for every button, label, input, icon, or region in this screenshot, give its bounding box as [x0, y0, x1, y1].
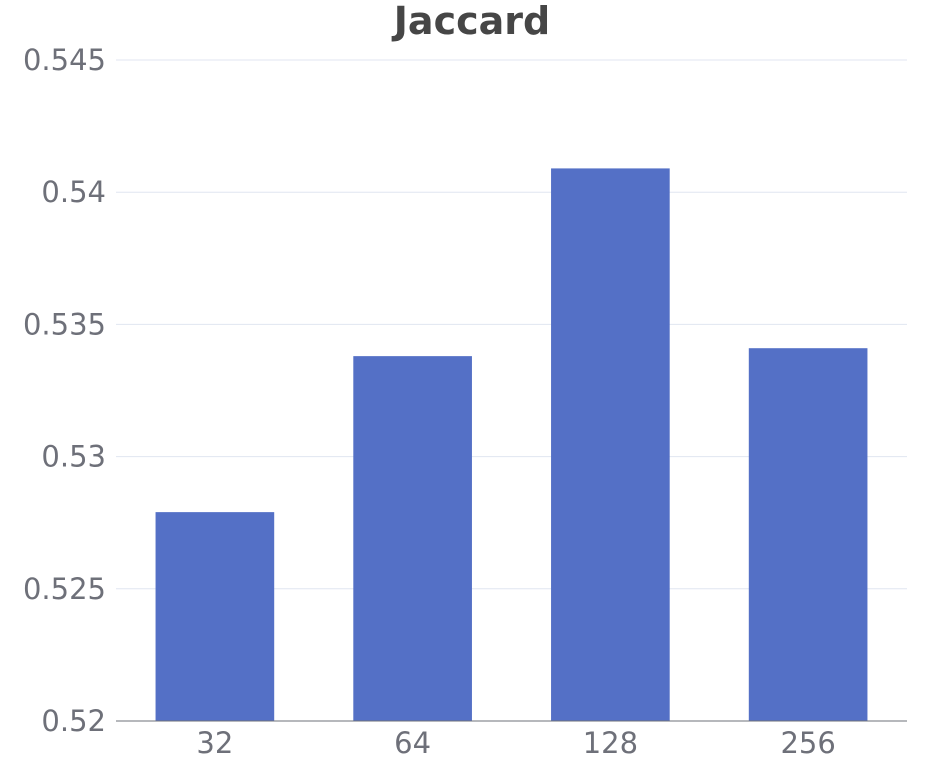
x-tick-label: 64	[394, 726, 431, 760]
bar-32[interactable]	[155, 512, 275, 721]
x-tick-label: 128	[583, 726, 638, 760]
y-tick-label: 0.54	[41, 175, 106, 209]
y-tick-label: 0.52	[41, 704, 106, 738]
bar-256[interactable]	[748, 348, 868, 721]
y-tick-label: 0.545	[23, 43, 106, 77]
y-tick-label: 0.525	[23, 572, 106, 606]
chart-title: Jaccard	[391, 0, 550, 43]
x-tick-label: 256	[780, 726, 835, 760]
bars	[155, 168, 868, 722]
y-tick-label: 0.535	[23, 307, 106, 341]
x-axis-ticks: 32 64 128 256	[196, 726, 835, 760]
bar-64[interactable]	[353, 356, 472, 721]
bar-128[interactable]	[551, 168, 670, 722]
y-tick-label: 0.53	[41, 440, 106, 474]
x-tick-label: 32	[196, 726, 233, 760]
y-axis-ticks: 0.52 0.525 0.53 0.535 0.54 0.545	[23, 43, 106, 738]
